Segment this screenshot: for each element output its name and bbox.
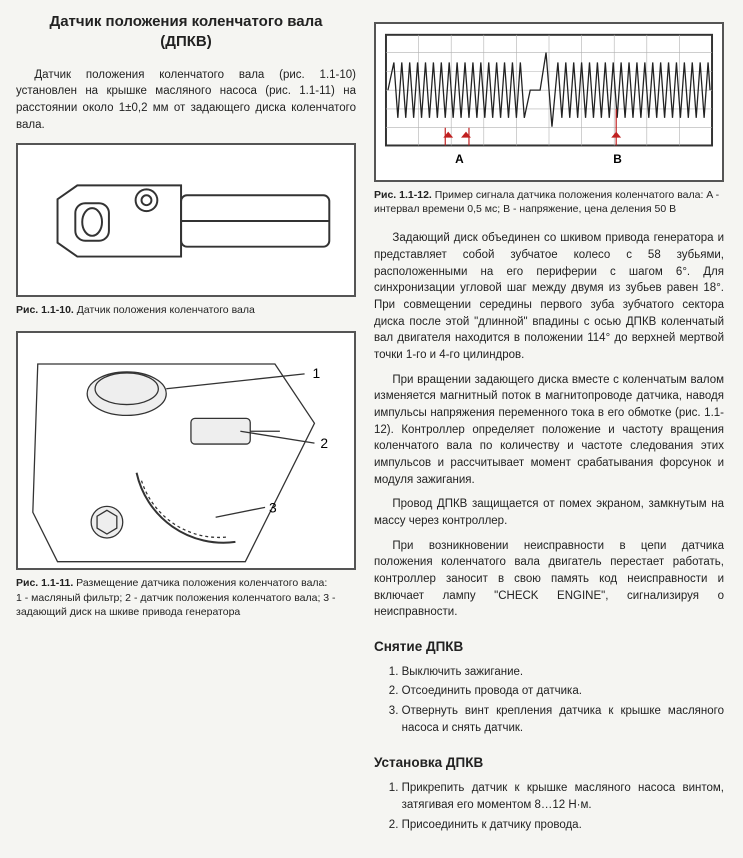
figure-1-1-11-caption: Рис. 1.1-11. Размещение датчика положени… [16,576,356,619]
fig10-text: Датчик положения коленчатого вала [77,304,255,316]
install-heading: Установка ДПКВ [374,755,724,770]
body-p1: Задающий диск объединен со шкивом привод… [374,230,724,363]
scope-label-b: B [613,152,622,166]
figure-1-1-10-caption: Рис. 1.1-10. Датчик положения коленчатог… [16,303,356,317]
removal-step: Отсоединить провода от датчика. [402,683,724,700]
figure-1-1-12-caption: Рис. 1.1-12. Пример сигнала датчика поло… [374,188,724,216]
callout-3: 3 [269,500,277,516]
figure-1-1-10 [16,143,356,297]
scope-label-a: A [455,152,464,166]
fig10-label: Рис. 1.1-10. [16,304,74,316]
page-title: Датчик положения коленчатого вала (ДПКВ) [16,12,356,53]
removal-step: Выключить зажигание. [402,664,724,681]
figure-1-1-11: 1 2 3 [16,331,356,570]
body-p4: При возникновении неисправности в цепи д… [374,538,724,621]
removal-steps: Выключить зажигание. Отсоединить провода… [374,664,724,737]
fig11-legend: 1 - масляный фильтр; 2 - датчик положени… [16,592,336,618]
body-p3: Провод ДПКВ защищается от помех экраном,… [374,496,724,529]
fig11-text: Размещение датчика положения коленчатого… [76,577,327,589]
fig12-label: Рис. 1.1-12. [374,189,432,201]
install-step: Прикрепить датчик к крышке масляного нас… [402,780,724,815]
callout-1: 1 [312,365,320,381]
figure-1-1-12: A B [374,22,724,182]
fig11-label: Рис. 1.1-11. [16,577,73,589]
intro-paragraph: Датчик положения коленчатого вала (рис. … [16,67,356,134]
removal-heading: Снятие ДПКВ [374,639,724,654]
body-p2: При вращении задающего диска вместе с ко… [374,372,724,489]
right-column: A B Рис. 1.1-12. Пример сигнала датчика … [374,12,724,846]
left-column: Датчик положения коленчатого вала (ДПКВ)… [16,12,356,846]
install-steps: Прикрепить датчик к крышке масляного нас… [374,780,724,834]
install-step: Присоединить к датчику провода. [402,817,724,834]
title-line1: Датчик положения коленчатого вала [50,13,323,30]
title-line2: (ДПКВ) [160,33,211,50]
removal-step: Отвернуть винт крепления датчика к крышк… [402,703,724,738]
callout-2: 2 [320,435,328,451]
